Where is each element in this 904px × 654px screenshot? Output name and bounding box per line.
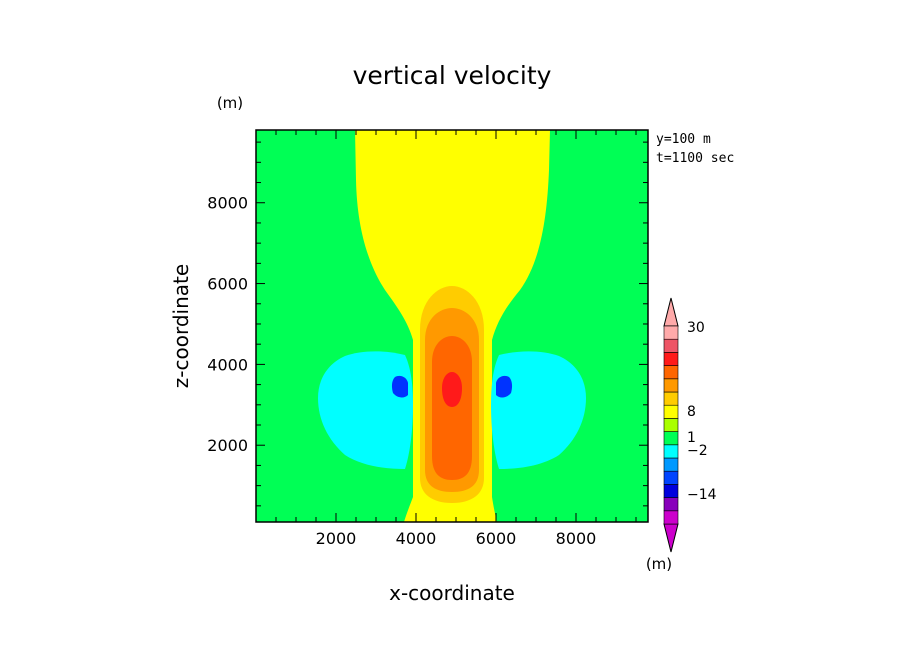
colorbar-swatch (663, 484, 679, 498)
y-tick-label: 4000 (207, 355, 248, 374)
colorbar-swatch (663, 497, 679, 512)
colorbar-swatch (663, 444, 679, 459)
downdraft-min-right (496, 375, 513, 398)
colorbar-unit: (m) (646, 555, 672, 573)
colorbar-swatch (663, 391, 679, 406)
core-max (442, 372, 462, 407)
colorbar-swatch (663, 457, 679, 472)
chart-title: vertical velocity (353, 61, 552, 90)
colorbar-swatch (663, 470, 679, 485)
x-axis-label: x-coordinate (389, 581, 515, 605)
x-tick-label: 8000 (556, 529, 597, 548)
colorbar-swatch (663, 510, 679, 525)
axes: 2000 4000 6000 8000 2000 4000 6000 8000 (207, 130, 648, 548)
colorbar-swatch (663, 365, 679, 380)
colorbar-swatch (663, 418, 679, 432)
colorbar-swatch (663, 404, 679, 419)
y-tick-label: 2000 (207, 436, 248, 455)
colorbar-label: 1 (687, 430, 696, 446)
x-tick-label: 4000 (396, 529, 437, 548)
plot-frame (255, 129, 649, 523)
contour-field (256, 130, 648, 522)
y-tick-label: 6000 (207, 275, 248, 294)
y-tick-label: 8000 (207, 194, 248, 213)
colorbar-label: −14 (687, 487, 717, 503)
y-unit-label: (m) (217, 94, 243, 112)
x-tick-label: 2000 (316, 529, 357, 548)
colorbar-label: 30 (687, 320, 705, 336)
colorbar-swatch (663, 431, 679, 446)
colorbar-swatch (663, 338, 679, 353)
colorbar-label: 8 (687, 404, 696, 420)
colorbar-swatch (663, 378, 679, 393)
downdraft-min-left (391, 375, 408, 398)
y-axis-label: z-coordinate (169, 264, 193, 388)
colorbar-label: −2 (687, 443, 708, 459)
colorbar-swatch (663, 325, 679, 340)
colorbar-top-arrow (663, 297, 679, 327)
downdraft-lobe-right (491, 351, 586, 469)
colorbar-bottom-arrow (663, 523, 679, 553)
colorbar-swatch (663, 352, 679, 366)
annotation-t: t=1100 sec (656, 151, 734, 166)
colorbar: 30 8 1−2 −14 (663, 297, 717, 553)
core-inner (432, 336, 472, 480)
downdraft-lobe-left (318, 351, 413, 469)
annotation-y: y=100 m (656, 132, 711, 147)
x-tick-label: 6000 (476, 529, 517, 548)
